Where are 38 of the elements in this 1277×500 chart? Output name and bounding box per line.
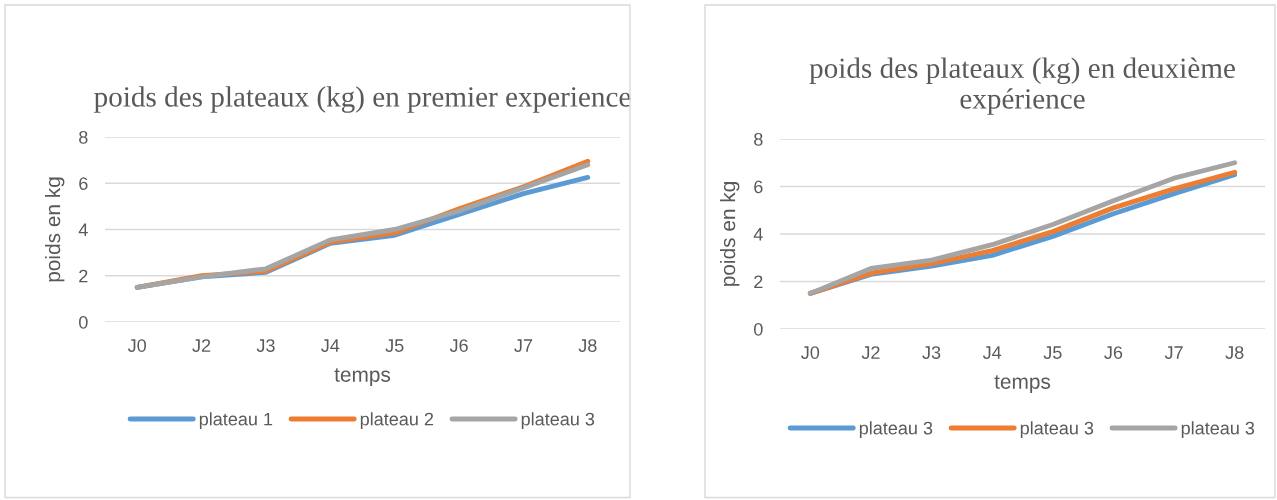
y-tick-label: 6 [79, 177, 88, 190]
legend-label: plateau 1 [199, 412, 273, 430]
legend-label: plateau 3 [859, 421, 933, 439]
y-tick-label: 2 [754, 275, 763, 289]
legend-label: plateau 3 [1020, 421, 1094, 439]
y-tick-label: 0 [79, 315, 88, 329]
x-tick-label: J2 [861, 346, 880, 359]
x-axis-title: temps [994, 375, 1051, 394]
chart-title: poids des plateaux (kg) en deuxième expérience [809, 57, 1235, 115]
x-tick-label: J4 [982, 346, 1002, 359]
legend-label: plateau 3 [521, 412, 595, 430]
y-tick-label: 0 [754, 322, 763, 336]
y-tick-label: 8 [79, 130, 88, 144]
x-axis-title: temps [334, 368, 391, 387]
x-tick-label: J8 [578, 339, 597, 352]
x-tick-label: J5 [385, 339, 404, 352]
x-tick-label: J8 [1225, 346, 1244, 359]
y-tick-label: 2 [79, 269, 88, 283]
x-tick-label: J3 [922, 346, 941, 359]
y-tick-label: 6 [754, 180, 763, 194]
x-tick-label: J3 [256, 339, 275, 352]
x-tick-label: J6 [449, 339, 468, 352]
x-tick-label: J2 [192, 339, 211, 352]
x-tick-label: J7 [514, 339, 533, 352]
x-tick-label: J5 [1043, 346, 1062, 359]
x-tick-label: J7 [1164, 346, 1183, 359]
x-tick-label: J6 [1104, 346, 1123, 359]
legend-label: plateau 3 [1181, 421, 1255, 439]
y-tick-label: 4 [78, 223, 88, 237]
y-axis-title: poids en kg [719, 182, 740, 286]
x-tick-label: J4 [321, 339, 340, 352]
x-tick-label: J0 [801, 346, 820, 359]
y-tick-label: 4 [753, 228, 763, 241]
y-axis-title: poids en kg [44, 177, 65, 282]
legend-label: plateau 2 [360, 412, 434, 430]
x-tick-label: J0 [127, 339, 147, 352]
y-tick-label: 8 [754, 132, 763, 146]
chart-title: poids des plateaux (kg) en premier experience [94, 86, 631, 113]
